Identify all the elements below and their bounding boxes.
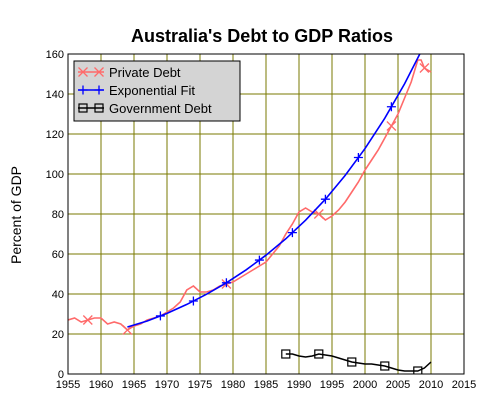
y-tick-label: 0	[58, 369, 64, 381]
x-tick-label: 2010	[419, 379, 443, 391]
series-marker-exponential-fit	[420, 41, 429, 50]
y-axis-label: Percent of GDP	[8, 166, 24, 264]
plot-series	[68, 41, 432, 374]
legend-marker-private-debt	[78, 67, 88, 77]
legend-label-exponential-fit: Exponential Fit	[109, 83, 195, 98]
x-tick-label: 1995	[320, 379, 344, 391]
series-marker-government-debt	[413, 366, 423, 374]
y-tick-label: 100	[46, 169, 64, 181]
series-marker-private-debt	[419, 63, 430, 73]
series-marker-private-debt	[313, 209, 324, 219]
series-marker-exponential-fit	[320, 194, 330, 204]
legend-label-private-debt: Private Debt	[109, 65, 181, 80]
chart-title: Australia's Debt to GDP Ratios	[131, 26, 393, 46]
series-government-debt	[281, 349, 432, 374]
legend-marker-government-debt	[78, 103, 88, 113]
y-tick-label: 80	[52, 209, 64, 221]
x-tick-label: 2000	[353, 379, 377, 391]
x-tick-label: 2015	[452, 379, 476, 391]
tick-labels: 1955 1960 1965 1970 1975 1980 1985 1990 1995 2000…	[46, 49, 477, 391]
x-tick-label: 1955	[56, 379, 80, 391]
series-marker-private-debt	[82, 315, 93, 325]
legend-marker-government-debt	[94, 103, 104, 113]
series-line-government-debt	[285, 353, 432, 372]
y-tick-label: 40	[52, 289, 64, 301]
legend-marker-private-debt	[94, 67, 104, 77]
x-tick-label: 1965	[122, 379, 146, 391]
series-marker-government-debt	[380, 361, 390, 371]
series-marker-private-debt	[122, 325, 133, 335]
series-marker-government-debt	[347, 357, 357, 367]
plot-frame	[67, 53, 465, 375]
y-tick-label: 20	[52, 329, 64, 341]
x-tick-label: 1980	[221, 379, 245, 391]
y-tick-label: 140	[46, 89, 64, 101]
y-tick-label: 60	[52, 249, 64, 261]
y-tick-label: 160	[46, 49, 64, 61]
series-marker-government-debt	[314, 349, 324, 359]
series-marker-private-debt	[386, 121, 397, 131]
x-tick-label: 1990	[287, 379, 311, 391]
x-tick-label: 1960	[89, 379, 113, 391]
grid	[68, 54, 464, 374]
series-marker-exponential-fit	[386, 102, 396, 112]
series-marker-exponential-fit	[155, 311, 165, 321]
legend: Private Debt Exponential Fit Government De…	[73, 60, 241, 122]
x-tick-label: 1970	[155, 379, 179, 391]
series-marker-government-debt	[281, 349, 291, 359]
x-tick-label: 2005	[386, 379, 410, 391]
series-marker-exponential-fit	[287, 228, 297, 238]
legend-marker-exponential-fit	[94, 85, 104, 95]
y-tick-label: 120	[46, 129, 64, 141]
series-marker-exponential-fit	[188, 296, 198, 306]
series-marker-exponential-fit	[254, 255, 264, 265]
series-marker-exponential-fit	[353, 153, 363, 163]
x-tick-label: 1975	[188, 379, 212, 391]
series-marker-exponential-fit	[221, 278, 231, 288]
series-exponential-fit	[127, 41, 429, 328]
legend-marker-exponential-fit	[78, 85, 88, 95]
legend-box	[73, 60, 241, 122]
legend-label-government-debt: Government Debt	[109, 101, 212, 116]
x-tick-label: 1985	[254, 379, 278, 391]
